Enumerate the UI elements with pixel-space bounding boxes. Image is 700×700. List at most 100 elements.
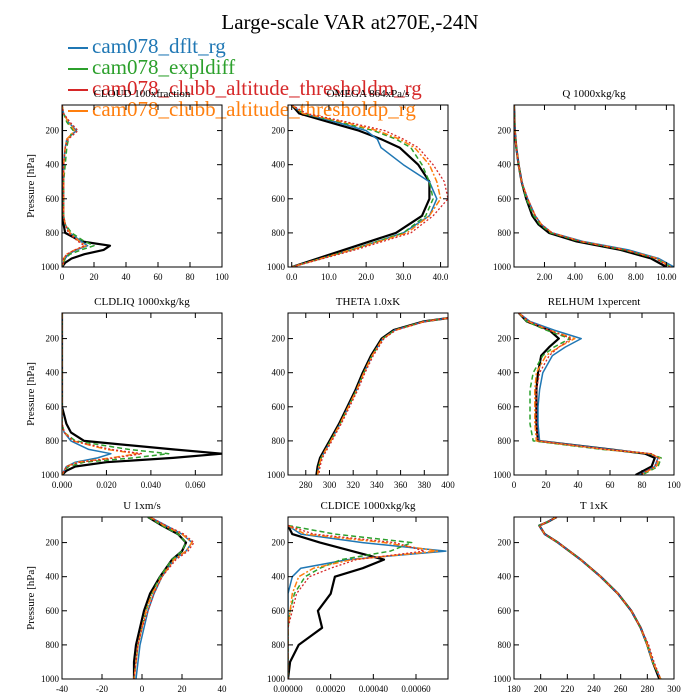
x-tick-label: 2.00 (537, 272, 553, 282)
series-group (290, 105, 448, 267)
y-tick-label: 600 (46, 402, 60, 412)
series-line-cam078_clubb_altitude_thresholdm_rg (538, 517, 662, 679)
y-tick-label: 600 (498, 606, 512, 616)
x-tick-label: 40.0 (433, 272, 449, 282)
y-tick-label: 400 (272, 160, 286, 170)
x-tick-label: 0.000 (52, 480, 73, 490)
series-group (132, 517, 195, 679)
plot-frame (287, 516, 449, 680)
series-line-cam078_expldiff (316, 317, 448, 475)
y-tick-label: 1000 (41, 674, 60, 684)
x-tick-label: 280 (641, 684, 655, 694)
x-tick-label: 360 (394, 480, 408, 490)
x-tick-label: 300 (667, 684, 681, 694)
y-tick-label: 200 (272, 334, 286, 344)
series-line-cam078_dflt_rg (62, 105, 89, 267)
y-tick-label: 1000 (493, 674, 512, 684)
series-line-obs (62, 105, 112, 267)
series-line-cam078_clubb_altitude_thresholdm_rg (62, 313, 143, 475)
series-line-cam078_dflt_rg (291, 105, 438, 267)
y-tick-label: 400 (272, 368, 286, 378)
y-tick-label: 1000 (267, 262, 286, 272)
x-tick-label: 380 (418, 480, 432, 490)
x-tick-label: 60 (154, 272, 164, 282)
series-line-cam078_clubb_altitude_thresholdp_rg (62, 105, 87, 267)
series-line-obs (315, 317, 448, 475)
x-tick-label: 240 (587, 684, 601, 694)
panel-8: CLDICE 1000xkg/kg 0.00000 0.00020 0.00040 0.… (267, 500, 449, 694)
y-tick-label: 600 (498, 194, 512, 204)
x-tick-label: 300 (323, 480, 337, 490)
x-tick-label: 220 (561, 684, 575, 694)
y-axis-label: Pressure [hPa] (25, 154, 37, 218)
series-line-cam078_expldiff (62, 313, 170, 475)
series-line-cam078_expldiff (288, 524, 413, 679)
x-tick-label: 280 (299, 480, 313, 490)
legend-item-expldiff: cam078_expldiff (68, 57, 422, 78)
x-tick-label: 40 (574, 480, 584, 490)
legend: cam078_dflt_rg cam078_expldiff cam078_cl… (68, 36, 422, 120)
series-group (288, 524, 447, 679)
plot-frame (513, 104, 675, 268)
y-tick-label: 600 (272, 194, 286, 204)
series-line-cam078_clubb_altitude_thresholdp_rg (288, 524, 439, 679)
series-line-cam078_clubb_altitude_thresholdm_rg (288, 524, 426, 679)
x-tick-label: 0.00000 (273, 684, 303, 694)
y-tick-label: 200 (272, 538, 286, 548)
series-line-obs (132, 517, 188, 679)
series-line-cam078_clubb_altitude_thresholdp_rg (316, 317, 448, 475)
plot-frame (287, 104, 449, 268)
x-tick-label: 80 (638, 480, 648, 490)
y-tick-label: 400 (498, 160, 512, 170)
x-tick-label: 8.00 (628, 272, 644, 282)
panel-title: OMEGA 864xPa/s (327, 88, 410, 100)
y-tick-label: 200 (46, 538, 60, 548)
x-tick-label: 400 (441, 480, 455, 490)
x-tick-label: 10.0 (321, 272, 337, 282)
y-tick-label: 800 (272, 228, 286, 238)
y-tick-label: 600 (46, 194, 60, 204)
panel-4: CLDLIQ 1000xkg/kg Pressure [hPa] 0.000 0.02… (25, 296, 223, 490)
y-axis-label: Pressure [hPa] (25, 566, 37, 630)
series-group (62, 105, 112, 267)
legend-swatch (68, 110, 88, 113)
y-tick-label: 400 (46, 160, 60, 170)
y-tick-label: 200 (46, 126, 60, 136)
series-line-obs (290, 105, 431, 267)
x-tick-label: 340 (370, 480, 384, 490)
y-tick-label: 400 (46, 572, 60, 582)
panel-5: THETA 1.0xK 280 300 320 340 360 380 400 200 400 60… (267, 296, 455, 490)
legend-swatch (68, 47, 88, 50)
series-line-cam078_clubb_altitude_thresholdm_rg (62, 105, 86, 267)
y-tick-label: 600 (46, 606, 60, 616)
series-line-cam078_clubb_altitude_thresholdp_rg (133, 517, 193, 679)
y-tick-label: 800 (46, 640, 60, 650)
legend-label: cam078_expldiff (92, 55, 236, 79)
series-line-cam078_dflt_rg (62, 313, 112, 475)
panel-title: U 1xm/s (123, 500, 161, 512)
plot-frame (287, 312, 449, 476)
y-tick-label: 600 (272, 606, 286, 616)
figure-title: Large-scale VAR at270E,-24N (221, 10, 479, 34)
x-tick-label: 0.060 (185, 480, 206, 490)
x-tick-label: 320 (346, 480, 360, 490)
x-tick-label: 0.020 (96, 480, 117, 490)
y-tick-label: 400 (272, 572, 286, 582)
x-tick-label: 0.00020 (316, 684, 346, 694)
panel-2: OMEGA 864xPa/s 0.0 10.0 20.0 30.0 40.0 200 400 6… (267, 88, 449, 282)
y-tick-label: 800 (272, 436, 286, 446)
x-tick-label: 0.00060 (401, 684, 431, 694)
x-tick-label: 40 (218, 684, 228, 694)
y-tick-label: 800 (46, 228, 60, 238)
y-tick-label: 600 (272, 402, 286, 412)
x-tick-label: 10.00 (656, 272, 677, 282)
panel-title: CLDICE 1000xkg/kg (320, 500, 416, 512)
x-tick-label: 0 (60, 272, 65, 282)
x-tick-label: 180 (507, 684, 521, 694)
y-tick-label: 800 (498, 228, 512, 238)
y-tick-label: 1000 (493, 262, 512, 272)
series-line-cam078_expldiff (133, 517, 187, 679)
plot-frame (61, 516, 223, 680)
y-tick-label: 1000 (493, 470, 512, 480)
